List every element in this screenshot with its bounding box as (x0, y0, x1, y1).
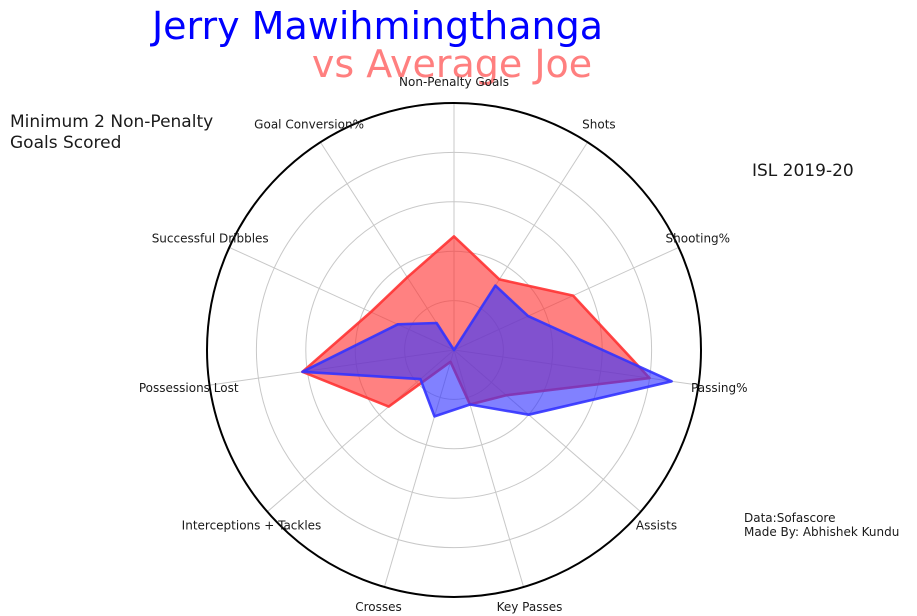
radar-frame (206, 102, 702, 598)
radar-outer-ring (206, 102, 702, 598)
filter-note: Minimum 2 Non-Penalty Goals Scored (10, 112, 214, 153)
axis-label-2: Shots (582, 118, 616, 132)
credits-note: Data:Sofascore Made By: Abhishek Kundu (744, 511, 900, 539)
axis-label-8: Interceptions + Tackles (182, 519, 322, 533)
axis-label-5: Assists (636, 519, 677, 533)
series-2-area (301, 284, 673, 418)
axis-label-1: Non-Penalty Goals (399, 75, 509, 89)
axis-label-11: Goal Conversion% (254, 118, 364, 132)
axis-label-10: Successful Dribbles (152, 232, 269, 246)
axis-label-9: Possessions Lost (139, 381, 239, 395)
axis-label-6: Key Passes (497, 600, 563, 614)
radar-series (301, 235, 673, 418)
axis-label-4: Passing% (691, 381, 748, 395)
season-label: ISL 2019-20 (752, 161, 854, 181)
chart-subtitle: vs Average Joe (311, 42, 593, 86)
axis-labels: Non-Penalty Goals Shots Shooting% Passing% A… (139, 75, 748, 614)
chart-title: Jerry Mawihmingthanga (151, 4, 604, 48)
axis-label-7: Crosses (355, 600, 402, 614)
axis-label-3: Shooting% (666, 232, 731, 246)
